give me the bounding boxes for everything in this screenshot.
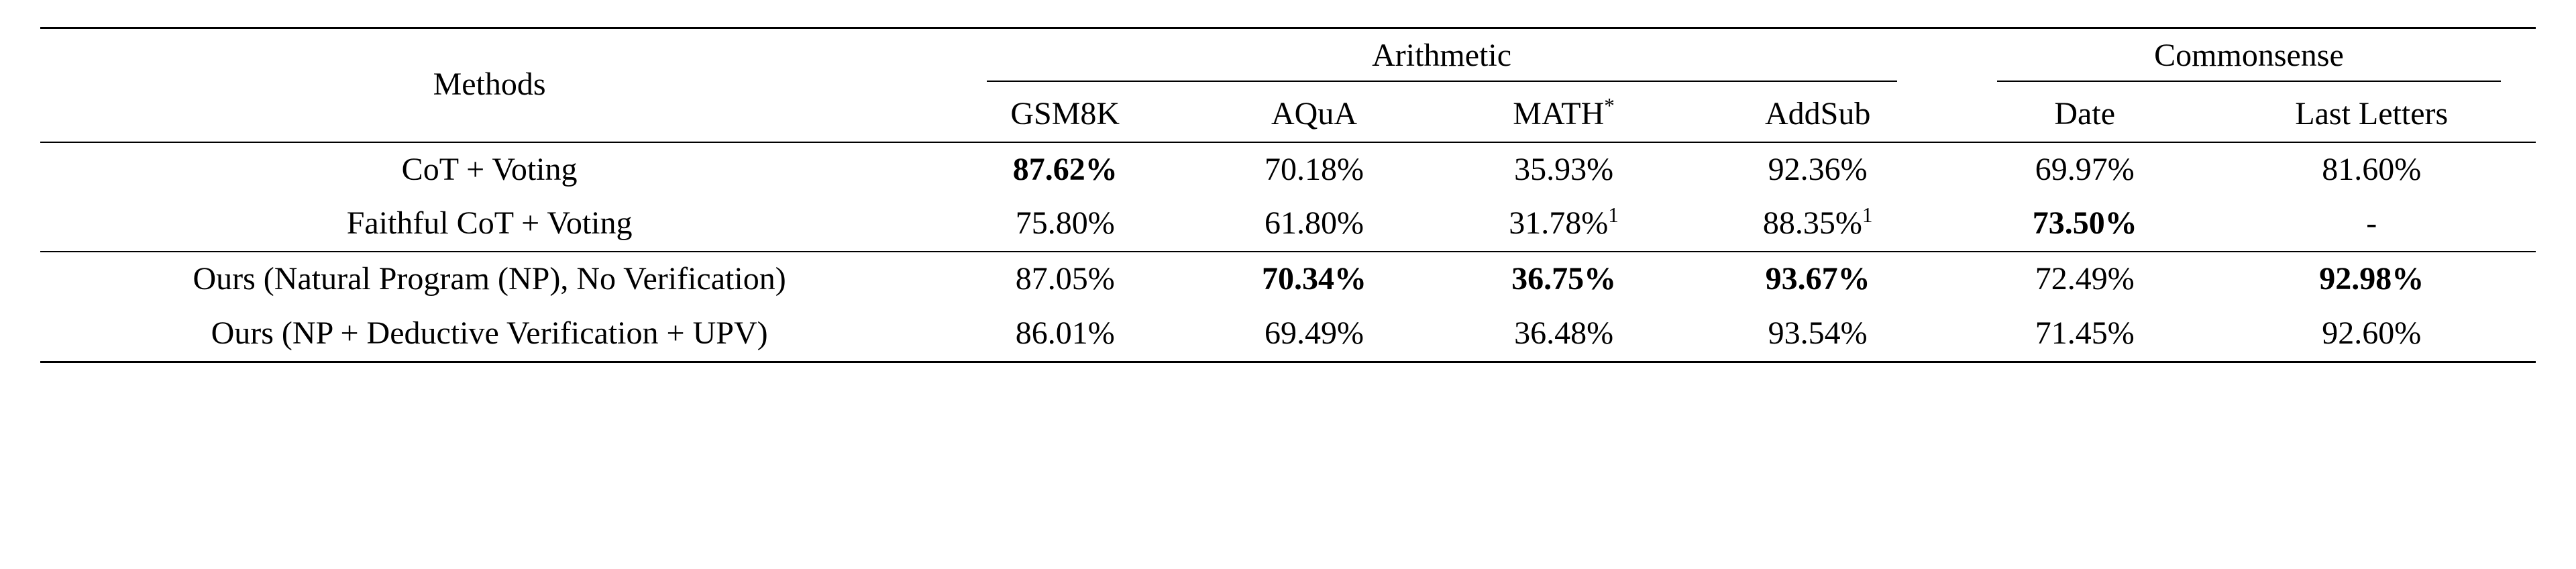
cell: 92.98%: [2207, 252, 2536, 307]
cell: 71.45%: [1962, 307, 2208, 362]
cell: 69.49%: [1191, 307, 1437, 362]
cell: 93.54%: [1690, 307, 1945, 362]
results-table: Methods Arithmetic Commonsense GSM8K AQu…: [40, 27, 2536, 363]
cell: 36.75%: [1437, 252, 1691, 307]
cell: 70.34%: [1191, 252, 1437, 307]
cell: 73.50%: [1962, 197, 2208, 252]
row-method: Ours (NP + Deductive Verification + UPV): [40, 307, 938, 362]
cell: 87.05%: [938, 252, 1191, 307]
row-method: CoT + Voting: [40, 142, 938, 197]
cell: 86.01%: [938, 307, 1191, 362]
group-commonsense: Commonsense: [1962, 28, 2536, 87]
col-aqua: AQuA: [1191, 87, 1437, 142]
col-date: Date: [1962, 87, 2208, 142]
cell: 87.62%: [938, 142, 1191, 197]
cell: 35.93%: [1437, 142, 1691, 197]
cell: 81.60%: [2207, 142, 2536, 197]
cell: 93.67%: [1690, 252, 1945, 307]
cell: 92.60%: [2207, 307, 2536, 362]
cell: -: [2207, 197, 2536, 252]
group-arithmetic: Arithmetic: [938, 28, 1945, 87]
row-method: Faithful CoT + Voting: [40, 197, 938, 252]
cell: 69.97%: [1962, 142, 2208, 197]
cell: 75.80%: [938, 197, 1191, 252]
col-math: MATH*: [1437, 87, 1691, 142]
col-methods: Methods: [40, 28, 938, 142]
cell: 61.80%: [1191, 197, 1437, 252]
cell: 70.18%: [1191, 142, 1437, 197]
cell: 31.78%1: [1437, 197, 1691, 252]
col-addsub: AddSub: [1690, 87, 1945, 142]
cell: 72.49%: [1962, 252, 2208, 307]
cell: 36.48%: [1437, 307, 1691, 362]
cell: 88.35%1: [1690, 197, 1945, 252]
col-gsm8k: GSM8K: [938, 87, 1191, 142]
cell: 92.36%: [1690, 142, 1945, 197]
row-method: Ours (Natural Program (NP), No Verificat…: [40, 252, 938, 307]
col-last: Last Letters: [2207, 87, 2536, 142]
